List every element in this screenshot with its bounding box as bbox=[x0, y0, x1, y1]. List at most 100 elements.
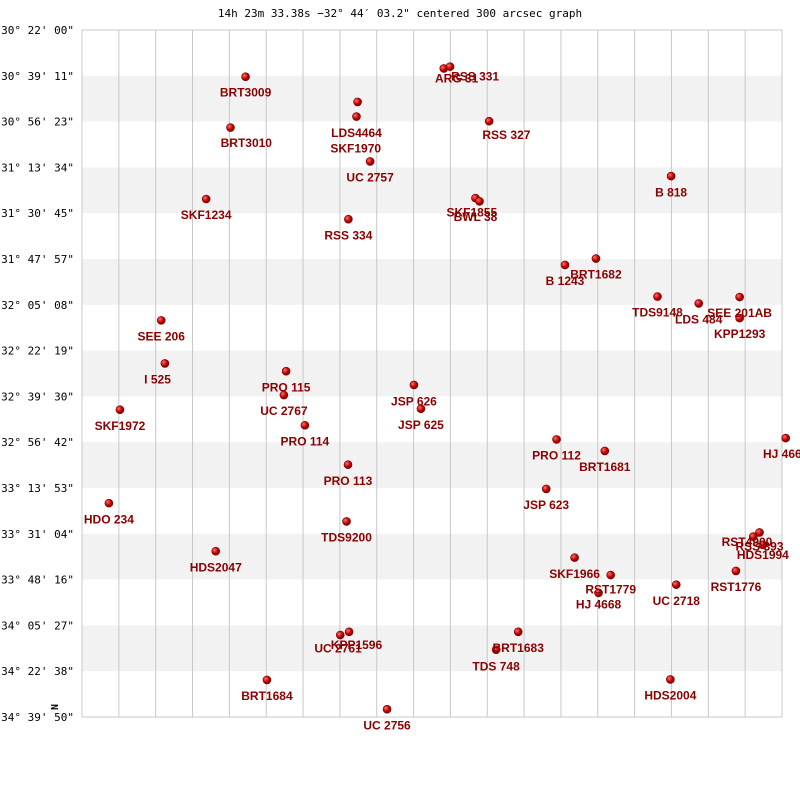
grid-band bbox=[82, 75, 782, 122]
star-label: HDS1994 bbox=[737, 548, 789, 562]
star-label: JSP 626 bbox=[391, 395, 437, 409]
star-label: PRO 114 bbox=[281, 434, 330, 448]
star-label: TDS9148 bbox=[632, 306, 683, 320]
star-label: LDS 484 bbox=[675, 313, 723, 327]
y-tick-label: -31° 13' 34" bbox=[0, 161, 74, 174]
star-marker bbox=[758, 540, 768, 550]
star-label: ARG 31 bbox=[435, 72, 479, 86]
y-tick-label: -32° 39' 30" bbox=[0, 390, 74, 403]
star-label: TDS 748 bbox=[472, 659, 520, 673]
star-label: RST1776 bbox=[711, 580, 762, 594]
grid-band bbox=[82, 625, 782, 672]
star-marker bbox=[344, 627, 354, 637]
star-marker bbox=[160, 359, 170, 368]
star-label: HJ 4662 bbox=[763, 447, 800, 461]
star-label: SKF1966 bbox=[549, 567, 600, 581]
star-marker bbox=[653, 292, 662, 301]
chart-title: 14h 23m 33.38s −32° 44′ 03.2" centered 3… bbox=[218, 7, 582, 20]
star-marker bbox=[475, 196, 484, 206]
star-label: SEE 206 bbox=[138, 330, 186, 344]
star-label: UC 2767 bbox=[260, 404, 308, 418]
plot-frame bbox=[81, 29, 783, 718]
star-marker bbox=[300, 420, 310, 430]
star-marker bbox=[735, 292, 744, 302]
star-label: BWL 38 bbox=[454, 210, 498, 224]
star-marker bbox=[241, 72, 250, 82]
star-label: UC 2718 bbox=[653, 594, 701, 608]
star-label: SKF1972 bbox=[95, 419, 146, 433]
star-marker bbox=[445, 62, 455, 71]
star-marker bbox=[344, 214, 353, 224]
star-label: BRT1684 bbox=[241, 689, 293, 703]
y-tick-label: -30° 56' 23" bbox=[0, 116, 74, 129]
north-indicator: N bbox=[50, 704, 61, 710]
star-marker bbox=[594, 588, 603, 598]
star-label: HDO 234 bbox=[84, 512, 134, 526]
star-marker bbox=[591, 254, 601, 263]
star-marker bbox=[211, 546, 221, 556]
star-label: UC 2756 bbox=[363, 718, 411, 732]
star-marker bbox=[781, 433, 790, 443]
star-label: UC 2757 bbox=[346, 171, 394, 185]
y-tick-label: -30° 39' 11" bbox=[0, 70, 74, 83]
star-label: B 1243 bbox=[546, 274, 585, 288]
star-label: TDS9200 bbox=[321, 531, 372, 545]
alternating-bands bbox=[82, 75, 782, 672]
star-marker bbox=[279, 390, 289, 400]
star-marker bbox=[104, 498, 114, 508]
star-label: PRO 113 bbox=[324, 474, 373, 488]
star-marker bbox=[552, 435, 561, 444]
star-label: RSS 331 bbox=[451, 69, 499, 83]
star-label: BRT3010 bbox=[221, 136, 273, 150]
grid-band bbox=[82, 533, 782, 580]
star-marker bbox=[735, 313, 744, 323]
star-marker bbox=[666, 171, 676, 181]
star-label: SEE 201AB bbox=[707, 306, 772, 320]
star-label: BRT3009 bbox=[220, 85, 272, 99]
star-marker bbox=[342, 517, 351, 526]
star-label: SKF1970 bbox=[330, 141, 381, 155]
y-tick-label: -31° 30' 45" bbox=[0, 207, 74, 220]
star-marker bbox=[570, 553, 579, 562]
grid-band bbox=[82, 259, 782, 305]
star-marker bbox=[731, 566, 741, 576]
grid-band bbox=[82, 442, 782, 488]
star-marker bbox=[262, 675, 272, 685]
star-marker bbox=[281, 366, 291, 376]
y-tick-label: -34° 39' 50" bbox=[0, 711, 74, 724]
grid-band bbox=[82, 350, 782, 397]
star-marker bbox=[226, 123, 235, 132]
star-label: KPP1596 bbox=[331, 638, 383, 652]
star-marker bbox=[748, 532, 758, 541]
star-label: BRT1682 bbox=[570, 268, 622, 282]
star-marker bbox=[491, 645, 501, 654]
star-marker bbox=[365, 157, 375, 166]
star-marker bbox=[409, 380, 419, 390]
star-label: RST4900 bbox=[722, 535, 773, 549]
star-label: I 525 bbox=[144, 373, 171, 387]
star-label: RSS 393 bbox=[736, 540, 784, 554]
star-marker bbox=[755, 528, 764, 537]
star-marker bbox=[484, 116, 494, 126]
star-label: KPP1293 bbox=[714, 327, 766, 341]
star-label: PRO 112 bbox=[532, 449, 581, 463]
star-label: HDS2004 bbox=[644, 689, 696, 703]
y-tick-label: -32° 05' 08" bbox=[0, 299, 74, 312]
star-marker bbox=[606, 570, 615, 580]
y-tick-label: -33° 48' 16" bbox=[0, 574, 74, 587]
y-tick-label: -31° 47' 57" bbox=[0, 253, 74, 266]
star-label: BRT1681 bbox=[579, 460, 631, 474]
star-marker bbox=[560, 260, 570, 270]
star-label: HDS2047 bbox=[190, 560, 242, 574]
star-marker bbox=[671, 580, 681, 589]
y-tick-label: -33° 13' 53" bbox=[0, 482, 74, 495]
y-tick-label: -32° 56' 42" bbox=[0, 436, 74, 449]
star-label: BRT1683 bbox=[493, 641, 545, 655]
star-marker bbox=[541, 484, 551, 494]
grid-band bbox=[82, 167, 782, 214]
star-marker bbox=[353, 97, 362, 107]
star-marker bbox=[335, 630, 345, 640]
star-marker bbox=[115, 405, 125, 414]
